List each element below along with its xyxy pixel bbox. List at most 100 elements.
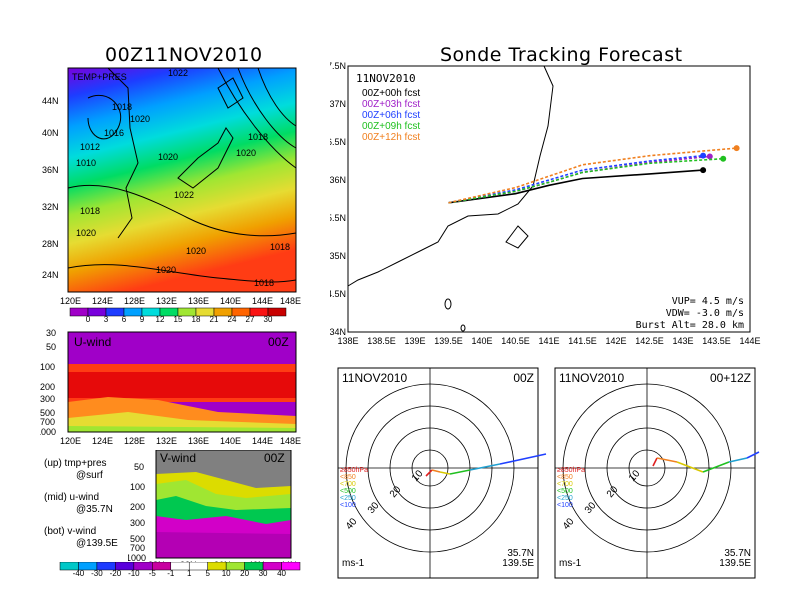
hodograph-trace <box>499 453 547 465</box>
p-tick: 500 <box>40 408 55 418</box>
colorbar-tick: 27 <box>246 315 255 322</box>
track-line <box>448 157 724 204</box>
isobar-label: 1020 <box>158 152 178 162</box>
lat-tick: 28N <box>42 239 59 249</box>
colorbar-tick: 12 <box>156 315 165 322</box>
hodograph-lat: 35.7N <box>724 548 751 559</box>
hodograph-legend-item: ≥850hPa <box>557 467 585 474</box>
hodograph-legend-item: <500 <box>340 488 356 495</box>
hodograph-trace <box>746 451 760 459</box>
lat-tick: 34.5N <box>330 289 346 299</box>
lon-tick: 128E <box>124 436 145 446</box>
lon-tick: 142.5E <box>635 336 664 346</box>
lat-tick: 24N <box>42 270 59 280</box>
hodograph-trace <box>728 457 748 463</box>
colorbar-tick: 6 <box>122 315 127 322</box>
hodograph-lat: 35.7N <box>507 548 534 559</box>
isobar-label: 1020 <box>236 148 256 158</box>
lat-tick: 35.5N <box>330 213 346 223</box>
p-tick: 1000 <box>40 427 56 437</box>
isobar-label: 1010 <box>76 158 96 168</box>
hodograph-trace <box>439 471 451 475</box>
hodograph-time: 00Z <box>513 371 534 385</box>
isobar-label: 1018 <box>270 242 290 252</box>
temp-colorbar <box>69 307 287 317</box>
colorbar-tick: 30 <box>264 315 273 322</box>
param-vdw: VDW= -3.0 m/s <box>666 308 744 319</box>
p-tick: 700 <box>130 543 145 553</box>
v-wind-time: 00Z <box>264 451 285 465</box>
hodograph-legend-item: <700 <box>557 481 573 488</box>
colorbar-tick: 0 <box>86 315 91 322</box>
hodograph-time: 00+12Z <box>710 371 751 385</box>
v-wind-label: V-wind <box>160 451 196 465</box>
track-line <box>448 169 704 204</box>
track-endpoint <box>733 145 740 152</box>
hodograph-trace <box>702 461 730 473</box>
u-wind-section: U-wind 00Z 30 50 100 200 300 500 700 100… <box>40 328 301 446</box>
hodograph-trace <box>449 469 471 475</box>
p-tick: 300 <box>40 394 55 404</box>
track-legend-item: 00Z+00h fcst <box>362 88 420 99</box>
hodograph-legend-item: ≥850hPa <box>340 467 368 474</box>
lat-tick: 36.5N <box>330 137 346 147</box>
hodograph-legend-item: <250 <box>340 495 356 502</box>
colorbar-tick: -20 <box>110 569 122 578</box>
lat-tick: 37N <box>330 99 346 109</box>
colorbar-tick: 30 <box>259 569 268 578</box>
track-legend-item: 00Z+12h fcst <box>362 132 420 143</box>
u-wind-time: 00Z <box>268 335 289 349</box>
isobar-label: 1018 <box>80 206 100 216</box>
panel-notes: (up) tmp+pres @surf (mid) u-wind @35.7N … <box>44 458 118 550</box>
track-legend-item: 00Z+06h fcst <box>362 110 420 121</box>
lat-tick: 44N <box>42 96 59 106</box>
p-tick: 100 <box>40 362 55 372</box>
track-frame <box>347 65 751 333</box>
v-wind-section: V-wind 00Z 50 100 200 300 500 700 1000 2… <box>128 450 297 570</box>
hodograph-trace <box>676 461 704 473</box>
track-endpoint <box>720 155 727 162</box>
lat-tick: 40N <box>42 128 59 138</box>
lon-tick: 141.5E <box>568 336 597 346</box>
colorbar-tick: 15 <box>174 315 183 322</box>
lon-tick: 140.5E <box>501 336 530 346</box>
param-vup: VUP= 4.5 m/s <box>672 296 744 307</box>
p-tick: 700 <box>40 417 55 427</box>
lat-tick: 35N <box>330 251 346 261</box>
surface-map: 1022 1018 1020 1016 1012 1010 1018 1020 … <box>42 67 301 322</box>
p-tick: 500 <box>130 534 145 544</box>
colorbar-tick: 3 <box>104 315 109 322</box>
isobar-label: 1020 <box>76 228 96 238</box>
isobar-label: 1020 <box>130 114 150 124</box>
lon-tick: 132E <box>156 296 177 306</box>
hodograph-legend-item: <500 <box>557 488 573 495</box>
p-tick: 100 <box>130 482 145 492</box>
lon-tick: 143E <box>672 336 693 346</box>
hodograph-units: ms-1 <box>342 558 365 569</box>
lat-tick: 32N <box>42 202 59 212</box>
track-title: Sonde Tracking Forecast <box>440 44 683 66</box>
lat-tick: 37.5N <box>330 61 346 71</box>
track-line <box>448 147 737 204</box>
colorbar-swatch <box>281 562 301 571</box>
colorbar-tick: -40 <box>73 569 85 578</box>
p-tick: 200 <box>40 382 55 392</box>
p-tick: 50 <box>134 462 144 472</box>
hodograph-trace <box>431 469 441 473</box>
isobar-label: 1012 <box>80 142 100 152</box>
track-legend-item: 00Z+03h fcst <box>362 99 420 110</box>
lon-tick: 120E <box>60 436 81 446</box>
colorbar-tick: 10 <box>222 569 231 578</box>
colorbar-tick: -1 <box>167 569 175 578</box>
isobar-label: 1022 <box>174 190 194 200</box>
colorbar-swatch <box>267 307 287 317</box>
lon-tick: 148E <box>280 436 301 446</box>
colorbar-tick: 5 <box>205 569 210 578</box>
lon-tick: 141E <box>538 336 559 346</box>
p-tick: 300 <box>130 518 145 528</box>
lon-tick: 136E <box>188 296 209 306</box>
lon-tick: 132E <box>156 436 177 446</box>
lon-tick: 144E <box>252 296 273 306</box>
lon-tick: 144E <box>739 336 760 346</box>
